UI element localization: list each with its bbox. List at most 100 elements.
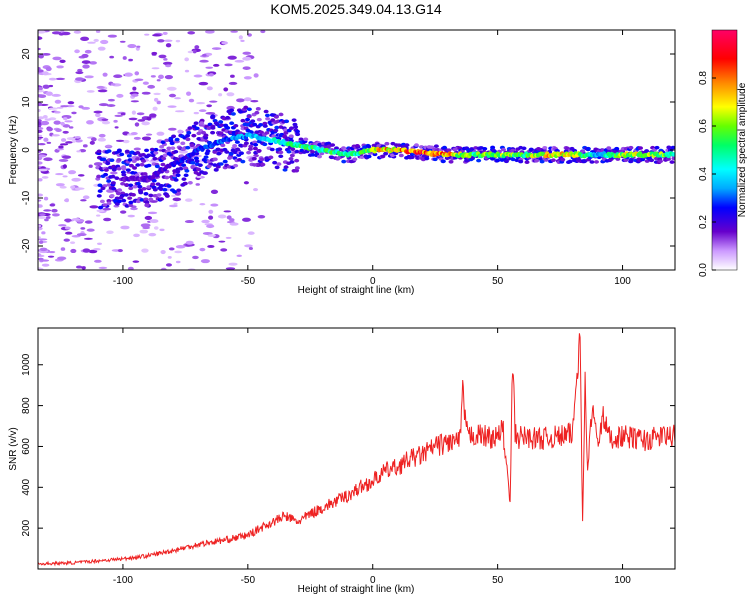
spectrogram-noise-cell: [61, 155, 72, 159]
spectrogram-cell: [550, 158, 556, 163]
spectrogram-noise-cell: [217, 214, 227, 219]
spectrogram-noise-cell: [48, 250, 56, 254]
spectrogram-cell: [252, 146, 258, 151]
spectrogram-noise-cell: [242, 217, 251, 222]
spectrogram-noise-cell: [65, 231, 73, 235]
spectrogram-cell: [628, 145, 634, 150]
spectrogram-noise-cell: [144, 215, 153, 221]
spectrogram-cell: [218, 162, 224, 166]
spectrogram-cell: [146, 163, 152, 168]
spectrogram-noise-cell: [38, 94, 47, 99]
spectrogram-noise-cell: [122, 139, 130, 144]
spectrogram-noise-cell: [109, 55, 115, 59]
spectrogram-noise-cell: [208, 209, 214, 214]
spectrogram-noise-cell: [87, 41, 96, 44]
spectrogram-cell: [366, 144, 372, 149]
snr-xtick-label: -50: [241, 575, 256, 586]
spectrogram-cell: [96, 194, 102, 198]
spectrogram-noise-cell: [106, 104, 116, 107]
spectrogram-noise-cell: [195, 183, 201, 186]
spectrogram-cell: [272, 160, 278, 165]
spectrogram-cell: [124, 183, 130, 187]
spectrogram-noise-cell: [38, 54, 44, 59]
spectrogram-cell: [106, 201, 112, 206]
spectrogram-noise-cell: [41, 231, 46, 235]
spectrogram-noise-cell: [38, 161, 43, 165]
spectrogram-noise-cell: [228, 218, 235, 222]
spectrogram-noise-cell: [38, 216, 47, 219]
spectrogram-noise-cell: [113, 74, 123, 79]
snr-xtick-label: 50: [492, 575, 504, 586]
spectrogram-cell: [191, 133, 197, 138]
spectrogram-cell: [161, 156, 167, 161]
spectrogram-noise-cell: [45, 91, 53, 96]
spectrogram-cell: [184, 169, 190, 173]
spectrogram-cell: [384, 141, 390, 146]
spectrogram-noise-cell: [67, 101, 75, 105]
snr-ytick-label: 1000: [21, 353, 32, 376]
spectrogram-noise-cell: [211, 47, 222, 50]
spectrogram-noise-cell: [136, 45, 141, 48]
spectrogram-noise-cell: [193, 111, 199, 115]
spectrogram-cell: [246, 114, 252, 119]
spectrogram-noise-cell: [184, 220, 195, 224]
spectrogram-noise-cell: [119, 40, 126, 43]
spectrogram-noise-cell: [96, 209, 105, 213]
spectrogram-cell: [383, 151, 389, 156]
spectrogram-cell: [277, 147, 283, 151]
spectrogram-noise-cell: [47, 255, 55, 258]
spectrogram-noise-cell: [192, 49, 197, 54]
spectrogram-noise-cell: [39, 213, 46, 216]
spectrogram-noise-cell: [199, 203, 206, 206]
spectrogram-cell: [278, 150, 284, 155]
spectrogram-cell: [260, 162, 266, 167]
spectrogram-noise-cell: [148, 232, 157, 237]
spectrogram-cell: [162, 187, 168, 192]
spectrogram-cell: [286, 149, 292, 154]
spectrogram-noise-cell: [82, 248, 91, 253]
spectrogram-noise-cell: [70, 185, 76, 190]
spectrogram-noise-cell: [55, 128, 62, 133]
spectrogram-noise-cell: [151, 67, 160, 70]
spectrogram-noise-cell: [242, 66, 251, 70]
spectrogram-noise-cell: [68, 170, 77, 175]
spectrogram-noise-cell: [141, 121, 150, 126]
spectrogram-noise-cell: [43, 196, 49, 201]
spectrogram-cell: [446, 148, 452, 152]
spectrogram-xtick-label: -50: [241, 276, 256, 287]
spectrogram-cell: [172, 190, 178, 194]
spectrogram-noise-cell: [257, 214, 266, 219]
spectrogram-cell: [440, 159, 446, 164]
spectrogram-cell: [182, 166, 188, 170]
spectrogram-noise-cell: [198, 81, 209, 86]
spectrogram-noise-cell: [43, 137, 49, 142]
spectrogram-cell: [264, 131, 270, 135]
spectrogram-noise-cell: [74, 187, 85, 190]
spectrogram-noise-cell: [43, 157, 53, 162]
spectrogram-noise-cell: [81, 106, 91, 110]
spectrogram-noise-cell: [131, 93, 139, 97]
spectrogram-cell: [154, 164, 160, 169]
spectrogram-noise-cell: [88, 249, 98, 254]
spectrogram-noise-cell: [152, 106, 158, 111]
spectrogram-noise-cell: [41, 53, 51, 56]
spectrogram-noise-cell: [57, 256, 67, 261]
spectrogram-noise-cell: [38, 137, 42, 141]
spectrogram-cell: [665, 157, 671, 161]
spectrogram-noise-cell: [44, 218, 49, 222]
spectrogram-cell: [160, 162, 166, 167]
spectrogram-cell: [255, 107, 261, 111]
spectrogram-xtick-label: 0: [370, 276, 376, 287]
spectrogram-cell: [276, 162, 282, 166]
spectrogram-cell: [258, 122, 264, 127]
spectrogram-noise-cell: [46, 127, 53, 132]
spectrogram-cell: [518, 159, 524, 164]
spectrogram-cell: [657, 159, 663, 164]
spectrogram-noise-cell: [48, 77, 57, 81]
spectrogram-cell: [290, 147, 296, 152]
spectrogram-noise-cell: [42, 71, 49, 76]
spectrogram-noise-cell: [38, 36, 43, 41]
spectrogram-noise-cell: [93, 110, 103, 114]
spectrogram-noise-cell: [98, 133, 106, 138]
spectrogram-noise-cell: [229, 222, 239, 226]
